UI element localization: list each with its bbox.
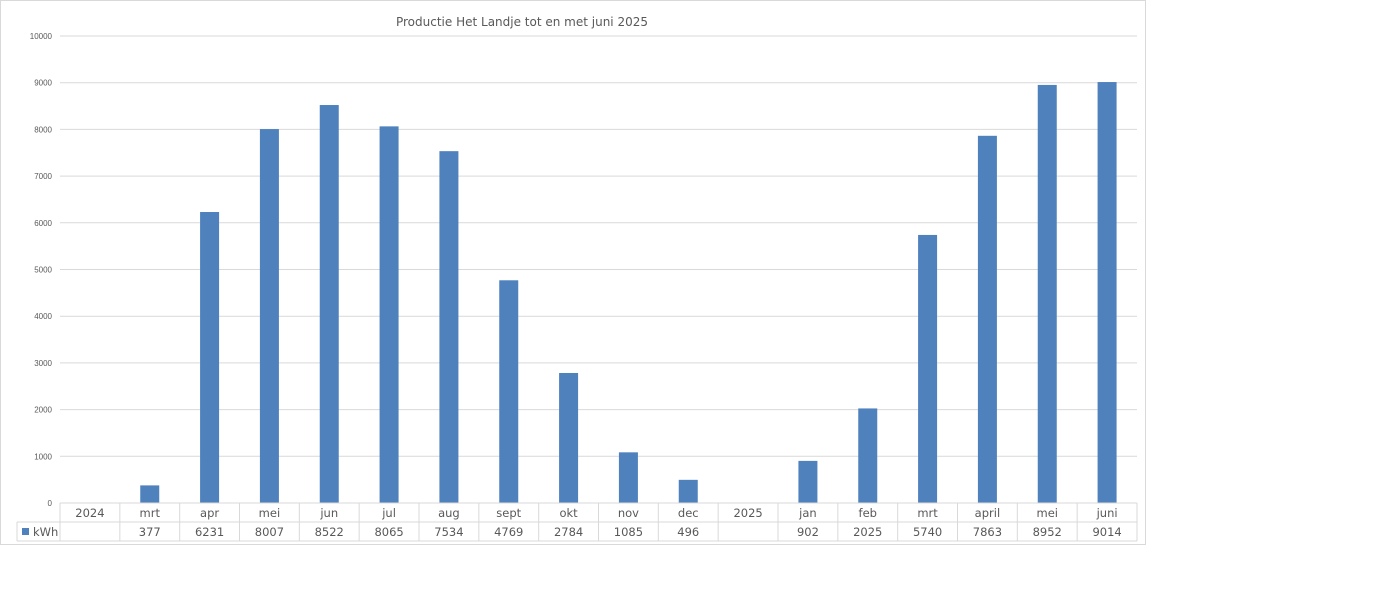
category-label: dec [678,506,699,520]
bars [140,82,1117,504]
data-value-label: 4769 [494,525,523,539]
data-value-label: 9014 [1092,525,1121,539]
y-tick-label: 2000 [34,406,52,415]
bar [977,135,997,503]
y-tick-label: 9000 [34,79,52,88]
category-label: mrt [917,506,938,520]
bar [858,408,878,503]
bar [798,460,818,503]
category-label: feb [859,506,877,520]
y-tick-label: 6000 [34,219,52,228]
bar [1037,84,1057,504]
category-label: jul [381,506,396,520]
data-value-label: 496 [677,525,699,539]
category-label: apr [200,506,219,520]
bar [559,372,579,503]
y-tick-label: 4000 [34,312,52,321]
bar [499,280,519,503]
chart-title: Productie Het Landje tot en met juni 202… [396,15,648,29]
category-label: mei [1037,506,1058,520]
bar [140,485,160,503]
bar [259,129,279,503]
y-tick-label: 1000 [34,452,52,461]
bar [379,126,399,503]
bar [200,212,220,503]
bar [319,105,339,504]
y-tick-label: 7000 [34,172,52,181]
bar [439,151,459,503]
bar-chart: Productie Het Landje tot en met juni 202… [16,15,1138,542]
category-label: jun [319,506,338,520]
data-value-label: 8007 [255,525,284,539]
data-value-label: 8522 [315,525,344,539]
data-value-label: 7534 [434,525,463,539]
category-label: mrt [140,506,161,520]
y-tick-label: 0 [48,499,53,508]
category-label: juni [1096,506,1118,520]
bar [1097,82,1117,503]
y-tick-label: 10000 [30,32,53,41]
data-value-label: 377 [139,525,161,539]
data-value-label: 5740 [913,525,942,539]
category-label: 2025 [733,506,762,520]
category-label: april [975,506,1000,520]
bar [918,234,938,503]
legend-swatch [22,528,29,535]
data-value-label: 8952 [1033,525,1062,539]
gridlines [60,35,1137,457]
data-value-label: 902 [797,525,819,539]
category-label: 2024 [75,506,104,520]
y-tick-label: 5000 [34,266,52,275]
chart-frame: Productie Het Landje tot en met juni 202… [0,0,1146,545]
data-value-label: 6231 [195,525,224,539]
y-tick-label: 8000 [34,125,52,134]
data-value-label: 2784 [554,525,583,539]
y-tick-label: 3000 [34,359,52,368]
y-axis-tick-labels: 0 1000 2000 3000 4000 5000 6000 7000 8000 9000 100… [30,32,53,508]
category-label: okt [559,506,578,520]
category-label: mei [259,506,280,520]
data-value-label: 2025 [853,525,882,539]
bar [678,479,698,503]
category-label: nov [618,506,639,520]
category-label: aug [438,506,460,520]
bar [618,452,638,503]
data-value-label: 8065 [374,525,403,539]
data-value-label: 7863 [973,525,1002,539]
legend-series-name: kWh [33,525,58,539]
data-value-label: 1085 [614,525,643,539]
category-label: sept [496,506,521,520]
category-label: jan [798,506,817,520]
data-table: 2024 mrt apr mei jun jul aug sept okt nov dec 2025 j… [16,502,1138,542]
